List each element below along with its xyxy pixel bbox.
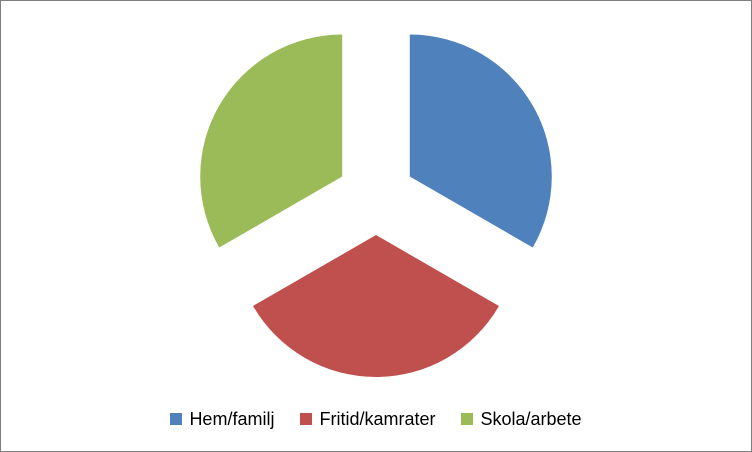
legend-item-fritid-kamrater: Fritid/kamrater xyxy=(300,409,435,430)
pie-slice-skola-arbete xyxy=(200,34,343,248)
legend-item-hem-familj: Hem/familj xyxy=(170,409,274,430)
pie-slice-fritid-kamrater xyxy=(253,235,499,378)
legend-swatch xyxy=(461,413,474,425)
legend-item-skola-arbete: Skola/arbete xyxy=(461,408,582,430)
legend-swatch xyxy=(170,413,183,425)
legend-label: Skola/arbete xyxy=(480,408,582,429)
legend-swatch xyxy=(300,413,313,425)
legend: Hem/familj Fritid/kamrater Skola/arbete xyxy=(0,406,752,432)
pie-slice-hem-familj xyxy=(409,34,552,248)
legend-label: Hem/familj xyxy=(189,408,275,429)
legend-label: Fritid/kamrater xyxy=(319,408,436,429)
